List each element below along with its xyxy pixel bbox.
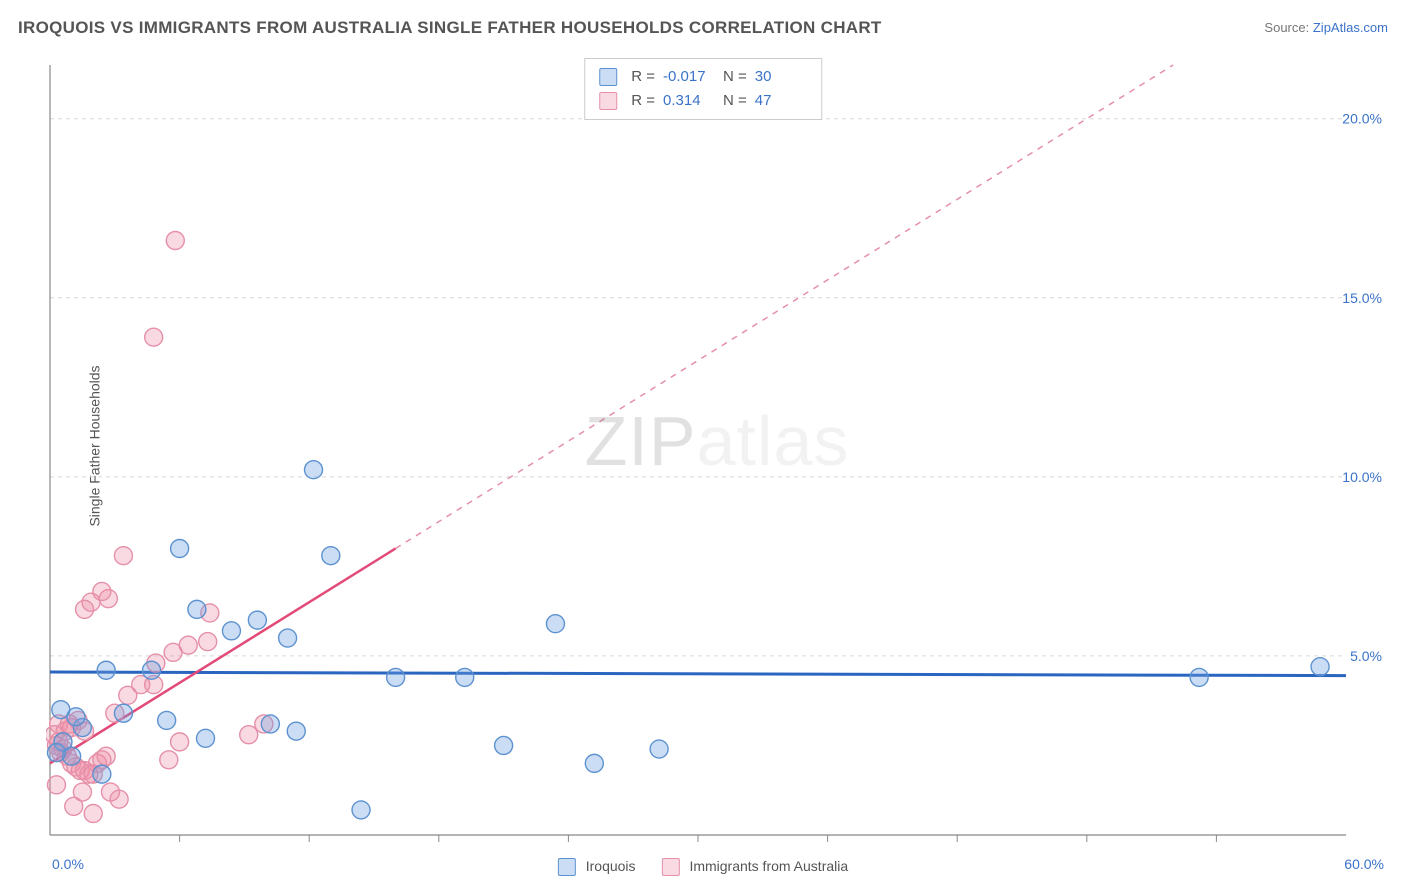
legend-label-2: Immigrants from Australia: [689, 858, 848, 874]
stats-legend-box: R = -0.017 N = 30 R = 0.314 N = 47: [584, 58, 822, 120]
n-label-2: N =: [723, 89, 747, 113]
r-value-2: 0.314: [663, 89, 715, 113]
legend-label-1: Iroquois: [586, 858, 636, 874]
legend-item-2: Immigrants from Australia: [662, 858, 849, 876]
plot-area: 5.0%10.0%15.0%20.0% ZIPatlas: [46, 55, 1388, 842]
legend-item-1: Iroquois: [558, 858, 636, 876]
stats-row-1: R = -0.017 N = 30: [599, 65, 807, 89]
swatch-blue-icon: [599, 68, 617, 86]
svg-text:10.0%: 10.0%: [1342, 469, 1382, 485]
source-attribution: Source: ZipAtlas.com: [1264, 20, 1388, 35]
n-label-1: N =: [723, 65, 747, 89]
stats-row-2: R = 0.314 N = 47: [599, 89, 807, 113]
n-value-1: 30: [755, 65, 807, 89]
scatter-chart: 5.0% 10.0% 15.0% 20.0%: [46, 55, 1388, 842]
bottom-legend: Iroquois Immigrants from Australia: [558, 858, 848, 876]
source-value: ZipAtlas.com: [1313, 20, 1388, 35]
swatch-pink-icon: [599, 92, 617, 110]
chart-title: IROQUOIS VS IMMIGRANTS FROM AUSTRALIA SI…: [18, 18, 882, 38]
r-label-1: R =: [631, 65, 655, 89]
swatch-blue-icon: [558, 858, 576, 876]
svg-text:20.0%: 20.0%: [1342, 111, 1382, 127]
swatch-pink-icon: [662, 858, 680, 876]
r-label-2: R =: [631, 89, 655, 113]
r-value-1: -0.017: [663, 65, 715, 89]
x-axis-max-label: 60.0%: [1344, 856, 1384, 872]
n-value-2: 47: [755, 89, 807, 113]
svg-text:5.0%: 5.0%: [1350, 648, 1382, 664]
svg-text:15.0%: 15.0%: [1342, 290, 1382, 306]
source-label: Source:: [1264, 20, 1309, 35]
x-axis-min-label: 0.0%: [52, 856, 84, 872]
